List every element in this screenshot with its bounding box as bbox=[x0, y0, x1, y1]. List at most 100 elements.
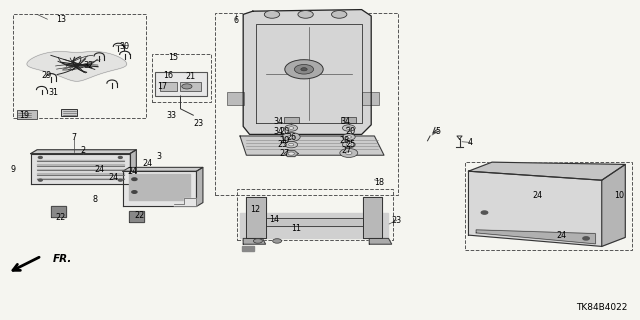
Circle shape bbox=[340, 148, 358, 157]
Text: 24: 24 bbox=[557, 231, 567, 240]
Circle shape bbox=[481, 211, 488, 214]
Circle shape bbox=[132, 178, 137, 180]
Polygon shape bbox=[243, 10, 371, 134]
Text: 24: 24 bbox=[94, 165, 104, 174]
Text: 25: 25 bbox=[278, 140, 288, 149]
Polygon shape bbox=[363, 197, 382, 238]
Text: 24: 24 bbox=[142, 159, 152, 168]
Bar bbox=[13, 14, 146, 118]
Polygon shape bbox=[31, 154, 130, 184]
Text: 18: 18 bbox=[374, 178, 384, 187]
Polygon shape bbox=[468, 162, 625, 180]
Text: 20: 20 bbox=[346, 127, 356, 136]
Circle shape bbox=[253, 239, 262, 243]
Bar bbox=[155, 72, 207, 96]
Bar bbox=[465, 162, 632, 250]
Text: 23: 23 bbox=[193, 119, 204, 128]
Polygon shape bbox=[240, 136, 384, 155]
Bar bbox=[61, 109, 77, 116]
Text: 21: 21 bbox=[186, 72, 196, 81]
Polygon shape bbox=[369, 238, 392, 244]
Polygon shape bbox=[27, 52, 127, 81]
Bar bbox=[17, 110, 37, 119]
Bar bbox=[227, 92, 244, 105]
Polygon shape bbox=[196, 167, 203, 206]
Circle shape bbox=[38, 179, 42, 181]
Text: 29: 29 bbox=[41, 71, 51, 80]
Circle shape bbox=[132, 191, 137, 193]
Text: 15: 15 bbox=[168, 53, 178, 62]
Text: 11: 11 bbox=[291, 224, 301, 233]
Circle shape bbox=[342, 134, 355, 140]
Circle shape bbox=[288, 152, 294, 155]
Bar bbox=[362, 92, 379, 105]
Circle shape bbox=[182, 84, 192, 89]
Circle shape bbox=[294, 64, 314, 74]
Circle shape bbox=[346, 136, 351, 138]
Text: 4: 4 bbox=[468, 138, 473, 147]
Text: 34: 34 bbox=[273, 117, 284, 126]
Text: 22: 22 bbox=[134, 212, 145, 220]
Text: 32: 32 bbox=[83, 61, 93, 70]
Polygon shape bbox=[37, 173, 124, 175]
Bar bbox=[152, 54, 211, 102]
Text: 25: 25 bbox=[346, 140, 356, 149]
Text: 23: 23 bbox=[392, 216, 402, 225]
Text: 26: 26 bbox=[286, 133, 296, 142]
Text: 9: 9 bbox=[10, 165, 15, 174]
Polygon shape bbox=[31, 150, 136, 154]
Text: 34: 34 bbox=[340, 117, 351, 126]
Text: 8: 8 bbox=[92, 196, 97, 204]
Circle shape bbox=[346, 143, 351, 146]
Circle shape bbox=[288, 135, 294, 139]
Polygon shape bbox=[51, 206, 66, 217]
Text: 27: 27 bbox=[342, 146, 352, 155]
Polygon shape bbox=[129, 174, 190, 200]
Circle shape bbox=[342, 125, 355, 131]
Polygon shape bbox=[37, 160, 124, 161]
Polygon shape bbox=[602, 164, 625, 246]
Text: 19: 19 bbox=[19, 111, 29, 120]
Polygon shape bbox=[240, 213, 388, 238]
Bar bbox=[284, 117, 299, 123]
Bar bbox=[17, 111, 32, 119]
Text: 27: 27 bbox=[280, 149, 290, 158]
Text: 6: 6 bbox=[233, 16, 238, 25]
Polygon shape bbox=[246, 197, 266, 238]
Circle shape bbox=[118, 156, 122, 158]
Circle shape bbox=[273, 239, 282, 243]
Bar bbox=[341, 117, 356, 123]
Text: TK84B4022: TK84B4022 bbox=[576, 303, 627, 312]
Text: 24: 24 bbox=[127, 167, 138, 176]
Text: 30: 30 bbox=[120, 42, 130, 51]
Text: 16: 16 bbox=[163, 71, 173, 80]
Text: 20: 20 bbox=[280, 127, 290, 136]
Text: 24: 24 bbox=[109, 173, 119, 182]
Polygon shape bbox=[266, 218, 363, 226]
Polygon shape bbox=[123, 167, 203, 171]
Circle shape bbox=[342, 141, 355, 148]
Polygon shape bbox=[37, 178, 124, 179]
Text: 24: 24 bbox=[532, 191, 543, 200]
Circle shape bbox=[298, 11, 314, 18]
Polygon shape bbox=[476, 230, 595, 244]
Polygon shape bbox=[129, 211, 144, 222]
Text: 34: 34 bbox=[273, 127, 284, 136]
Text: FR.: FR. bbox=[52, 254, 72, 264]
Polygon shape bbox=[284, 150, 298, 157]
Text: 3: 3 bbox=[156, 152, 161, 161]
Polygon shape bbox=[37, 169, 124, 170]
Circle shape bbox=[38, 156, 42, 158]
Circle shape bbox=[289, 127, 294, 129]
Circle shape bbox=[583, 237, 589, 240]
Circle shape bbox=[285, 125, 298, 131]
Polygon shape bbox=[242, 246, 254, 251]
Polygon shape bbox=[37, 164, 124, 166]
Text: 20: 20 bbox=[280, 136, 290, 145]
Bar bbox=[215, 13, 398, 195]
Bar bbox=[237, 189, 393, 240]
Bar bbox=[180, 82, 201, 91]
Text: 22: 22 bbox=[56, 213, 66, 222]
Text: 7: 7 bbox=[71, 133, 76, 142]
Text: 12: 12 bbox=[250, 205, 260, 214]
